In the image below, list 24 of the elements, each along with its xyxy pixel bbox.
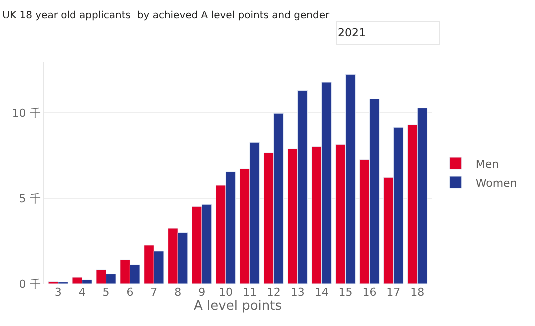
x-tick-label: 8 (174, 286, 182, 299)
x-tick-label: 6 (126, 286, 134, 299)
x-tick-label: 13 (290, 286, 305, 299)
x-tick-label: 15 (338, 286, 353, 299)
y-tick-label: 10 千 (12, 107, 41, 120)
legend-label: Women (476, 176, 518, 190)
x-tick-label: 3 (54, 286, 62, 299)
x-axis-title: A level points (194, 299, 282, 314)
x-tick-label: 5 (102, 286, 110, 299)
legend-label: Men (476, 158, 500, 171)
x-tick-label: 7 (150, 286, 158, 299)
text: 2021 (338, 26, 366, 40)
x-tick-label: 16 (362, 286, 377, 299)
x-tick-label: 11 (242, 286, 257, 299)
x-tick-label: 14 (314, 286, 329, 299)
x-tick-label: 9 (198, 286, 206, 299)
x-tick-label: 12 (266, 286, 281, 299)
y-tick-label: 0 千 (19, 278, 41, 291)
x-tick-label: 10 (219, 286, 234, 299)
y-tick-label: 5 千 (19, 192, 41, 206)
x-tick-label: 17 (386, 286, 401, 299)
x-tick-label: 18 (410, 286, 425, 299)
chart-title: UK 18 year old applicants by achieved A level points and gender (2, 10, 331, 22)
x-tick-label: 4 (78, 286, 86, 299)
